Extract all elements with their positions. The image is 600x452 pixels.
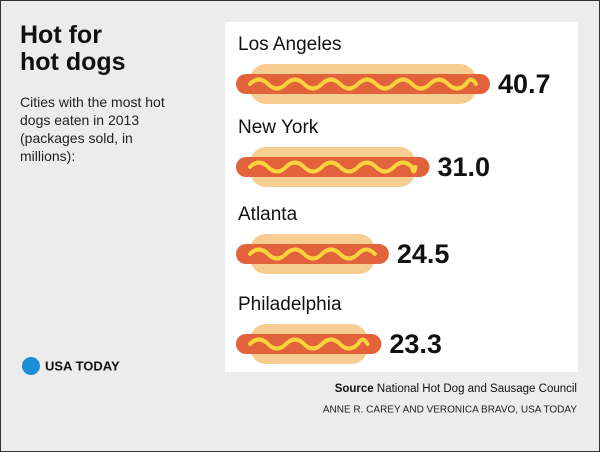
category-label: New York — [238, 117, 319, 138]
value-label: 40.7 — [498, 69, 551, 99]
mustard — [248, 77, 478, 91]
chart-subtitle: Cities with the most hot dogs eaten in 20… — [20, 94, 165, 164]
bar — [236, 74, 490, 94]
source-label: Source — [335, 383, 374, 395]
category-label: Philadelphia — [238, 294, 342, 315]
bar — [236, 244, 389, 264]
source-text: National Hot Dog and Sausage Council — [377, 383, 577, 395]
logo: USA TODAY — [45, 358, 120, 373]
mustard — [248, 160, 418, 174]
value-label: 31.0 — [437, 152, 490, 182]
mustard — [248, 337, 370, 351]
logo-dot — [22, 357, 40, 375]
credit: ANNE R. CAREY AND VERONICA BRAVO, USA TO… — [323, 405, 577, 416]
chart-title: Hot for hot dogs — [20, 21, 126, 76]
value-label: 23.3 — [389, 329, 442, 359]
category-label: Atlanta — [238, 204, 298, 225]
mustard — [248, 247, 377, 261]
source: Source National Hot Dog and Sausage Coun… — [335, 383, 577, 395]
category-label: Los Angeles — [238, 34, 342, 55]
value-label: 24.5 — [397, 239, 450, 269]
